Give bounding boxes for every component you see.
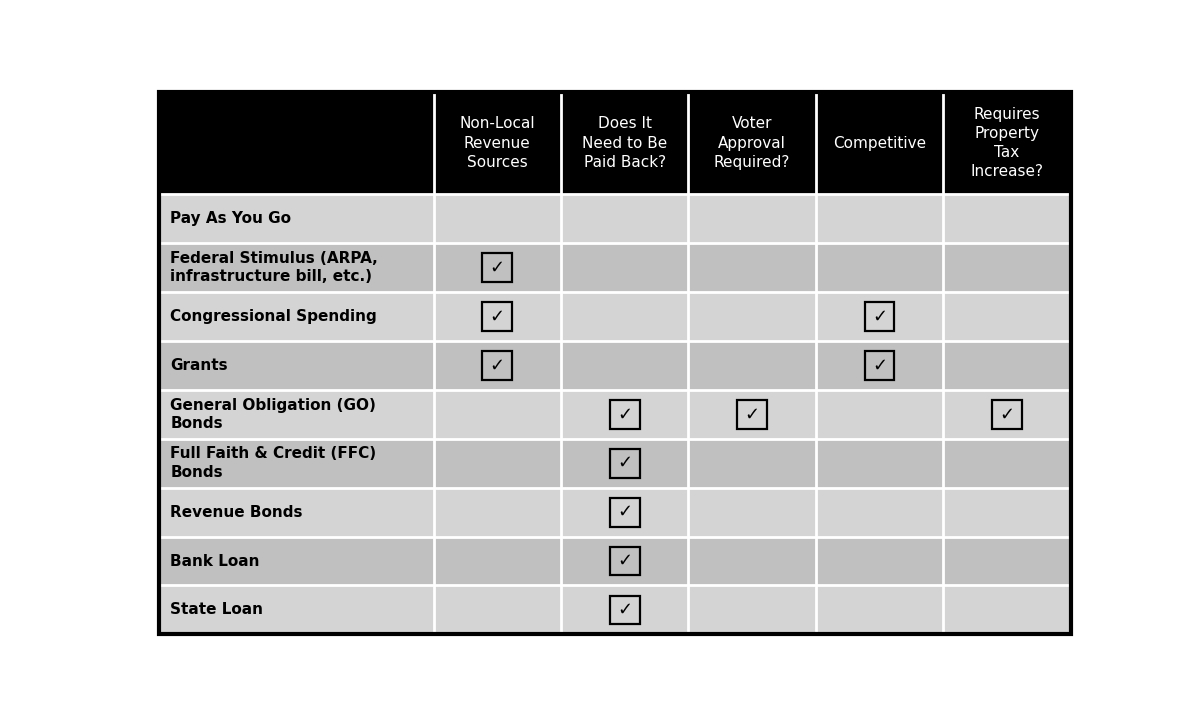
Text: Competitive: Competitive — [833, 135, 926, 150]
Bar — [610, 498, 640, 526]
Text: Voter
Approval
Required?: Voter Approval Required? — [714, 116, 791, 170]
Bar — [160, 243, 1070, 292]
Text: General Obligation (GO)
Bonds: General Obligation (GO) Bonds — [170, 398, 377, 431]
Bar — [160, 194, 1070, 243]
Text: ✓: ✓ — [872, 357, 887, 375]
Bar — [482, 302, 512, 331]
Bar — [482, 351, 512, 380]
Text: Congressional Spending: Congressional Spending — [170, 309, 377, 324]
Bar — [737, 400, 767, 429]
Bar — [865, 302, 894, 331]
Text: ✓: ✓ — [490, 357, 505, 375]
Text: Pay As You Go: Pay As You Go — [170, 211, 292, 226]
Bar — [610, 546, 640, 575]
Bar — [160, 439, 1070, 487]
Text: State Loan: State Loan — [170, 603, 264, 618]
Text: Requires
Property
Tax
Increase?: Requires Property Tax Increase? — [971, 106, 1044, 179]
Text: Federal Stimulus (ARPA,
infrastructure bill, etc.): Federal Stimulus (ARPA, infrastructure b… — [170, 251, 378, 285]
Text: Non-Local
Revenue
Sources: Non-Local Revenue Sources — [460, 116, 535, 170]
Bar — [482, 253, 512, 282]
Bar — [610, 400, 640, 429]
Bar — [992, 400, 1022, 429]
Text: ✓: ✓ — [617, 552, 632, 570]
Text: ✓: ✓ — [872, 308, 887, 326]
Text: Grants: Grants — [170, 358, 228, 373]
Bar — [160, 585, 1070, 634]
Text: Revenue Bonds: Revenue Bonds — [170, 505, 302, 520]
Bar — [160, 487, 1070, 536]
Text: ✓: ✓ — [490, 259, 505, 277]
Text: ✓: ✓ — [617, 503, 632, 521]
Bar — [160, 341, 1070, 390]
Text: ✓: ✓ — [617, 406, 632, 423]
Text: ✓: ✓ — [1000, 406, 1014, 423]
Text: Full Faith & Credit (FFC)
Bonds: Full Faith & Credit (FFC) Bonds — [170, 446, 377, 480]
Bar — [160, 390, 1070, 439]
Bar — [160, 92, 1070, 194]
Text: Does It
Need to Be
Paid Back?: Does It Need to Be Paid Back? — [582, 116, 667, 170]
Text: ✓: ✓ — [745, 406, 760, 423]
Bar — [865, 351, 894, 380]
Text: ✓: ✓ — [490, 308, 505, 326]
Bar — [610, 449, 640, 477]
Bar — [160, 536, 1070, 585]
Bar — [610, 595, 640, 624]
Text: ✓: ✓ — [617, 601, 632, 619]
Text: Bank Loan: Bank Loan — [170, 554, 260, 569]
Bar — [160, 292, 1070, 341]
Text: ✓: ✓ — [617, 454, 632, 472]
